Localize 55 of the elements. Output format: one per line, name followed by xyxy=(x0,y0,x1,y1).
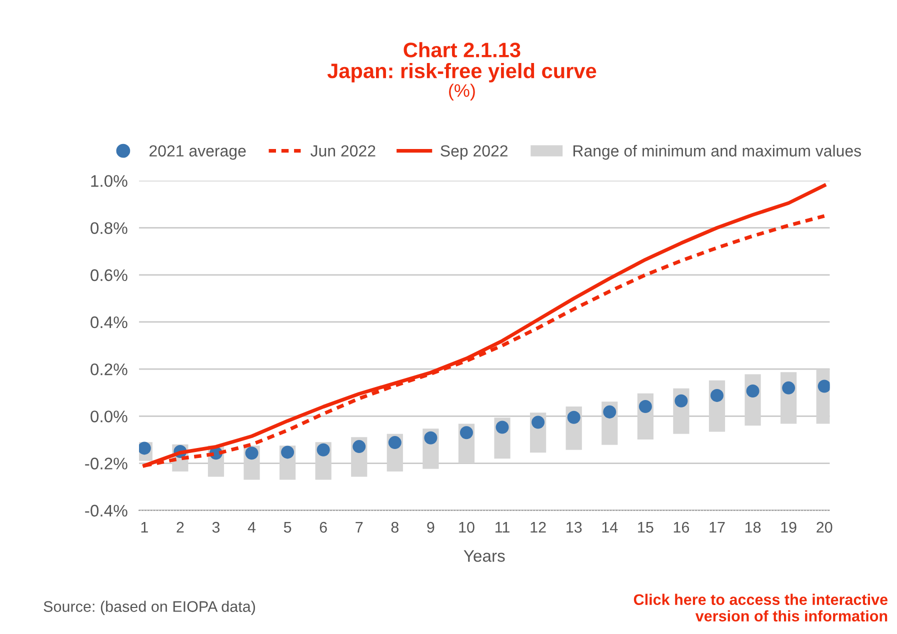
x-tick-label: 4 xyxy=(248,522,256,533)
x-tick-label: 5 xyxy=(284,522,292,533)
chart-subtitle: (%) xyxy=(449,84,475,101)
x-tick-label: 19 xyxy=(781,522,796,533)
x-tick-label: 6 xyxy=(320,522,327,533)
point xyxy=(532,416,545,429)
x-tick-label: 3 xyxy=(212,522,220,533)
x-tick-label: 13 xyxy=(566,522,582,533)
x-axis-title: Years xyxy=(464,550,505,562)
y-tick-label: -0.4% xyxy=(85,504,128,517)
point xyxy=(245,446,258,460)
point xyxy=(460,426,473,440)
x-tick-label: 18 xyxy=(745,522,761,533)
point xyxy=(782,381,796,394)
legend-label: Sep 2022 xyxy=(440,145,508,160)
point xyxy=(638,400,652,414)
legend-label: 2021 average xyxy=(150,145,246,160)
point xyxy=(818,380,830,393)
point xyxy=(496,420,509,434)
x-tick-label: 8 xyxy=(391,522,398,533)
chart-title: Chart 2.1.13 Japan: risk-free yield curve xyxy=(327,42,596,82)
x-tick-label: 2 xyxy=(176,522,184,533)
x-tick-label: 17 xyxy=(710,522,725,533)
y-tick-label: 0.0% xyxy=(90,410,128,422)
legend-label: Range of minimum and maximum values xyxy=(573,144,861,160)
x-tick-label: 20 xyxy=(816,522,832,533)
point xyxy=(603,405,616,418)
point xyxy=(567,410,580,424)
x-tick-label: 7 xyxy=(356,522,363,533)
x-tick-label: 16 xyxy=(674,522,690,533)
y-tick-label: 0.4% xyxy=(90,316,128,328)
point xyxy=(674,394,688,408)
x-tick-label: 9 xyxy=(427,522,434,533)
x-tick-label: 14 xyxy=(602,522,618,533)
point xyxy=(139,442,151,455)
legend-label: Jun 2022 xyxy=(310,145,376,157)
point xyxy=(710,388,724,402)
point xyxy=(388,436,402,450)
source-note: Source: (based on EIOPA data) xyxy=(44,600,255,615)
y-tick-label: 0.6% xyxy=(90,269,128,282)
x-tick-label: 11 xyxy=(496,522,510,533)
y-tick-label: -0.2% xyxy=(85,458,128,470)
y-tick-label: 1.0% xyxy=(91,175,128,187)
text: Click here to access the interactive version of this information xyxy=(634,594,888,622)
point xyxy=(352,440,366,454)
x-tick-label: 15 xyxy=(638,522,654,533)
point xyxy=(746,384,760,398)
y-tick-label: 0.2% xyxy=(90,363,128,376)
x-tick-label: 1 xyxy=(141,522,148,533)
x-tick-label: 10 xyxy=(459,522,474,533)
point xyxy=(424,431,438,444)
point xyxy=(281,446,294,459)
y-tick-label: 0.8% xyxy=(90,222,128,234)
x-tick-label: 12 xyxy=(530,522,546,533)
point xyxy=(316,443,330,456)
